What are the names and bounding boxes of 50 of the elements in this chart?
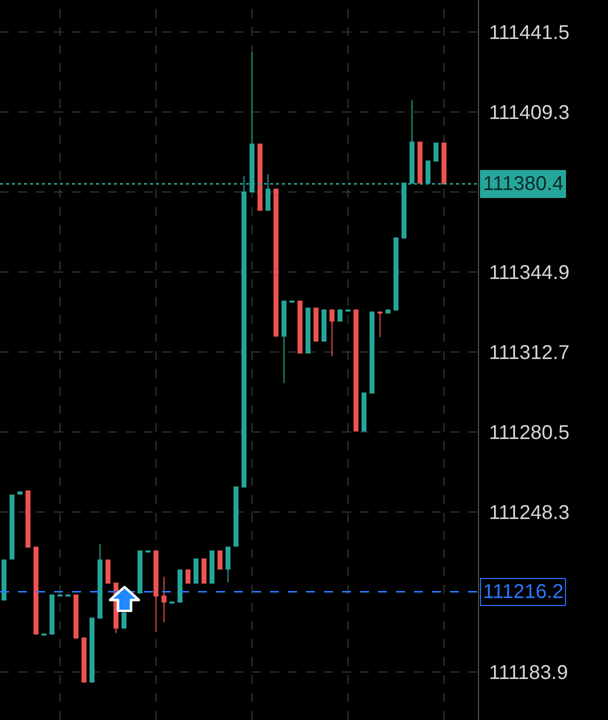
candlestick bbox=[314, 308, 318, 342]
candlestick bbox=[194, 558, 198, 584]
candlestick bbox=[442, 142, 446, 184]
candlestick bbox=[282, 300, 286, 384]
candlestick bbox=[274, 188, 278, 337]
candlestick bbox=[330, 310, 334, 357]
candlestick bbox=[338, 310, 342, 322]
candlestick bbox=[306, 308, 310, 354]
ref-line-label: 111380.4 bbox=[483, 173, 564, 195]
candlestick bbox=[210, 550, 214, 584]
candlestick bbox=[186, 569, 190, 584]
candlestick bbox=[90, 618, 94, 682]
y-tick-label: 111344.9 bbox=[489, 262, 570, 284]
candlestick bbox=[298, 300, 302, 354]
candlestick bbox=[394, 238, 398, 311]
candlestick bbox=[2, 560, 6, 600]
candlestick bbox=[26, 490, 30, 548]
candlestick bbox=[354, 310, 358, 432]
candlestick bbox=[122, 612, 126, 629]
candlestick bbox=[370, 312, 374, 394]
y-tick-label: 111248.3 bbox=[489, 502, 570, 524]
candlestick bbox=[218, 550, 222, 570]
candlestick bbox=[138, 550, 142, 594]
candlestick bbox=[82, 638, 86, 682]
candlestick bbox=[34, 546, 38, 635]
candlestick bbox=[10, 494, 14, 560]
candlestick bbox=[106, 560, 110, 584]
y-tick-label: 111441.5 bbox=[489, 22, 570, 44]
y-tick-label: 111312.7 bbox=[489, 342, 570, 364]
candlestick bbox=[434, 142, 438, 162]
candlestick bbox=[322, 310, 326, 342]
ref-line-label: 111216.2 bbox=[483, 581, 564, 603]
candlestick bbox=[50, 594, 54, 635]
candlestick bbox=[418, 142, 422, 184]
candlestick bbox=[18, 491, 22, 495]
candlestick bbox=[362, 392, 366, 432]
candlestick bbox=[98, 544, 102, 619]
candlestick bbox=[154, 550, 158, 633]
candlestick bbox=[202, 558, 206, 584]
candlestick bbox=[178, 569, 182, 602]
candlestick bbox=[74, 594, 78, 639]
y-tick-label: 111280.5 bbox=[489, 422, 570, 444]
candlestick bbox=[258, 144, 262, 211]
candlestick bbox=[386, 310, 390, 314]
candlestick bbox=[162, 576, 166, 623]
candlestick bbox=[226, 546, 230, 583]
y-tick-label: 111409.3 bbox=[489, 102, 570, 124]
y-tick-label: 111183.9 bbox=[489, 662, 568, 684]
candlestick bbox=[234, 486, 238, 547]
candlestick bbox=[378, 312, 382, 338]
